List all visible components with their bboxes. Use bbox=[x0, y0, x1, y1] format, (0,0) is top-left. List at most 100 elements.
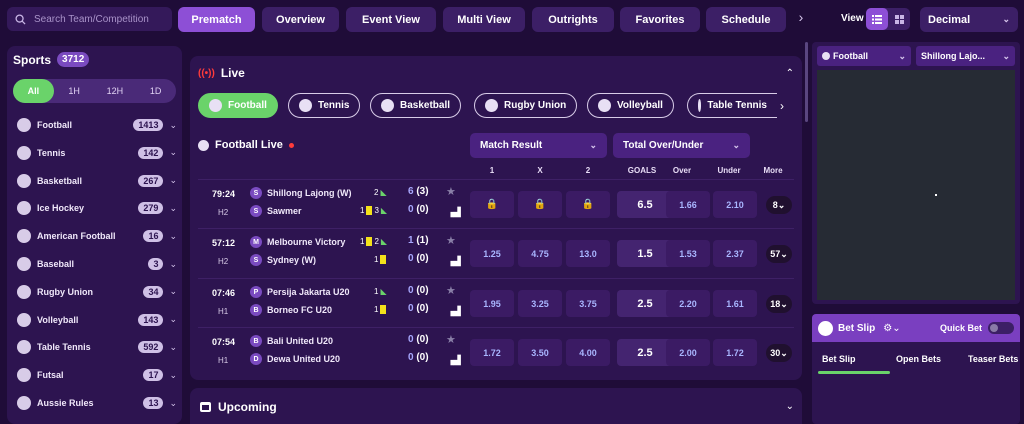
quick-bet-toggle[interactable] bbox=[988, 322, 1014, 334]
more-markets-button[interactable]: 8 ⌄ bbox=[766, 196, 792, 214]
odds-button[interactable]: 1.25 bbox=[470, 240, 514, 267]
sidebar-item-table-tennis[interactable]: Table Tennis 592 ⌄ bbox=[17, 336, 177, 358]
odds-over-button[interactable]: 1.53 bbox=[666, 240, 710, 267]
team-away[interactable]: S Sydney (W) bbox=[250, 254, 316, 266]
odds-button[interactable]: 13.0 bbox=[566, 240, 610, 267]
odds-button[interactable]: 🔒 bbox=[566, 191, 610, 218]
chip-tennis[interactable]: Tennis bbox=[288, 93, 361, 118]
grid-view-icon[interactable] bbox=[888, 8, 910, 30]
chevron-down-icon[interactable]: ⌄ bbox=[169, 369, 177, 380]
favorite-star-icon[interactable]: ★ bbox=[446, 235, 456, 247]
filter-12h[interactable]: 12H bbox=[106, 86, 124, 96]
chip-rugby-union[interactable]: Rugby Union bbox=[474, 93, 578, 118]
chevron-down-icon[interactable]: ⌄ bbox=[169, 119, 177, 130]
favorite-star-icon[interactable]: ★ bbox=[446, 186, 456, 198]
sidebar-item-volleyball[interactable]: Volleyball 143 ⌄ bbox=[17, 309, 177, 331]
stream-screen[interactable] bbox=[817, 70, 1015, 300]
match-row[interactable]: 79:24 H2 S Shillong Lajong (W) 2 ◣ 6 (3) S Sawme… bbox=[198, 179, 794, 227]
chips-next-arrow[interactable]: › bbox=[780, 99, 784, 113]
more-markets-button[interactable]: 57 ⌄ bbox=[766, 245, 792, 263]
team-away[interactable]: B Borneo FC U20 bbox=[250, 304, 332, 316]
odds-button[interactable]: 4.00 bbox=[566, 339, 610, 366]
chip-volleyball[interactable]: Volleyball bbox=[587, 93, 674, 118]
odds-over-button[interactable]: 2.00 bbox=[666, 339, 710, 366]
stats-icon[interactable]: ▗▟ bbox=[447, 256, 461, 266]
sidebar-item-basketball[interactable]: Basketball 267 ⌄ bbox=[17, 170, 177, 192]
search-box[interactable] bbox=[7, 7, 172, 31]
odds-button[interactable]: 1.72 bbox=[470, 339, 514, 366]
odds-button[interactable]: 🔒 bbox=[518, 191, 562, 218]
sidebar-item-futsal[interactable]: Futsal 17 ⌄ bbox=[17, 364, 177, 386]
odds-button[interactable]: 1.95 bbox=[470, 290, 514, 317]
chevron-down-icon[interactable]: ⌄ bbox=[169, 397, 177, 408]
gear-icon[interactable]: ⚙⌄ bbox=[883, 322, 901, 334]
chevron-down-icon[interactable]: ⌄ bbox=[169, 175, 177, 186]
tab-outrights[interactable]: Outrights bbox=[532, 7, 614, 32]
stats-icon[interactable]: ▗▟ bbox=[447, 306, 461, 316]
chevron-down-icon[interactable]: ⌄ bbox=[169, 147, 177, 158]
stream-match-select[interactable]: Shillong Lajo... ⌄ bbox=[916, 46, 1015, 66]
odds-under-button[interactable]: 2.37 bbox=[713, 240, 757, 267]
tab-event-view[interactable]: Event View bbox=[346, 7, 436, 32]
chevron-down-icon[interactable]: ⌄ bbox=[169, 230, 177, 241]
odds-format-select[interactable]: Decimal ⌄ bbox=[920, 7, 1018, 32]
tab-teaser-bets[interactable]: Teaser Bets bbox=[968, 354, 1019, 364]
stats-icon[interactable]: ▗▟ bbox=[447, 355, 461, 365]
collapse-icon[interactable]: ⌃ bbox=[785, 68, 794, 79]
match-row[interactable]: 07:46 H1 P Persija Jakarta U20 1 ◣ 0 (0) B Borne… bbox=[198, 278, 794, 326]
chip-basketball[interactable]: Basketball bbox=[370, 93, 462, 118]
filter-1h[interactable]: 1H bbox=[68, 86, 80, 96]
market-select-match-result[interactable]: Match Result ⌄ bbox=[470, 133, 607, 158]
sidebar-item-american-football[interactable]: American Football 16 ⌄ bbox=[17, 225, 177, 247]
tab-open-bets[interactable]: Open Bets bbox=[896, 354, 942, 364]
odds-button[interactable]: 3.25 bbox=[518, 290, 562, 317]
chevron-down-icon[interactable]: ⌄ bbox=[169, 258, 177, 269]
team-away[interactable]: S Sawmer bbox=[250, 205, 302, 217]
team-home[interactable]: S Shillong Lajong (W) bbox=[250, 187, 351, 199]
chip-football[interactable]: Football bbox=[198, 93, 278, 118]
filter-1d[interactable]: 1D bbox=[149, 86, 162, 96]
team-away[interactable]: D Dewa United U20 bbox=[250, 353, 340, 365]
more-markets-button[interactable]: 30 ⌄ bbox=[766, 344, 792, 362]
tab-prematch[interactable]: Prematch bbox=[178, 7, 255, 32]
market-select-total[interactable]: Total Over/Under ⌄ bbox=[613, 133, 750, 158]
favorite-star-icon[interactable]: ★ bbox=[446, 334, 456, 346]
odds-under-button[interactable]: 1.72 bbox=[713, 339, 757, 366]
more-markets-button[interactable]: 18 ⌄ bbox=[766, 295, 792, 313]
sidebar-item-tennis[interactable]: Tennis 142 ⌄ bbox=[17, 142, 177, 164]
sidebar-item-football[interactable]: Football 1413 ⌄ bbox=[17, 114, 177, 136]
match-row[interactable]: 07:54 H1 B Bali United U20 0 (0) D Dewa United… bbox=[198, 327, 794, 375]
odds-button[interactable]: 3.50 bbox=[518, 339, 562, 366]
sidebar-item-baseball[interactable]: Baseball 3 ⌄ bbox=[17, 253, 177, 275]
chevron-down-icon[interactable]: ⌄ bbox=[169, 202, 177, 213]
search-input[interactable] bbox=[34, 13, 164, 25]
sidebar-item-ice-hockey[interactable]: Ice Hockey 279 ⌄ bbox=[17, 197, 177, 219]
tab-bet-slip[interactable]: Bet Slip bbox=[822, 354, 856, 364]
team-home[interactable]: B Bali United U20 bbox=[250, 335, 333, 347]
sidebar-item-aussie-rules[interactable]: Aussie Rules 13 ⌄ bbox=[17, 392, 177, 414]
chevron-down-icon[interactable]: ⌄ bbox=[169, 286, 177, 297]
favorite-star-icon[interactable]: ★ bbox=[446, 285, 456, 297]
tab-multi-view[interactable]: Multi View bbox=[443, 7, 525, 32]
odds-button[interactable]: 🔒 bbox=[470, 191, 514, 218]
match-row[interactable]: 57:12 H2 M Melbourne Victory 1 2 ◣ 1 (1) S Sydney… bbox=[198, 228, 794, 276]
chip-table-tennis[interactable]: Table Tennis bbox=[687, 93, 777, 118]
chevron-down-icon[interactable]: ⌄ bbox=[169, 341, 177, 352]
sidebar-item-rugby-union[interactable]: Rugby Union 34 ⌄ bbox=[17, 281, 177, 303]
tab-overview[interactable]: Overview bbox=[262, 7, 339, 32]
team-home[interactable]: M Melbourne Victory bbox=[250, 236, 345, 248]
odds-over-button[interactable]: 1.66 bbox=[666, 191, 710, 218]
odds-over-button[interactable]: 2.20 bbox=[666, 290, 710, 317]
nav-next-arrow[interactable]: › bbox=[798, 9, 804, 25]
stats-icon[interactable]: ▗▟ bbox=[447, 207, 461, 217]
filter-all[interactable]: All bbox=[13, 79, 54, 103]
odds-button[interactable]: 4.75 bbox=[518, 240, 562, 267]
tab-schedule[interactable]: Schedule bbox=[706, 7, 786, 32]
stream-sport-select[interactable]: Football ⌄ bbox=[817, 46, 911, 66]
collapse-icon[interactable]: ⌄ bbox=[785, 401, 794, 412]
tab-favorites[interactable]: Favorites bbox=[620, 7, 700, 32]
chevron-down-icon[interactable]: ⌄ bbox=[169, 314, 177, 325]
odds-under-button[interactable]: 1.61 bbox=[713, 290, 757, 317]
odds-button[interactable]: 3.75 bbox=[566, 290, 610, 317]
list-view-icon[interactable] bbox=[866, 8, 888, 30]
